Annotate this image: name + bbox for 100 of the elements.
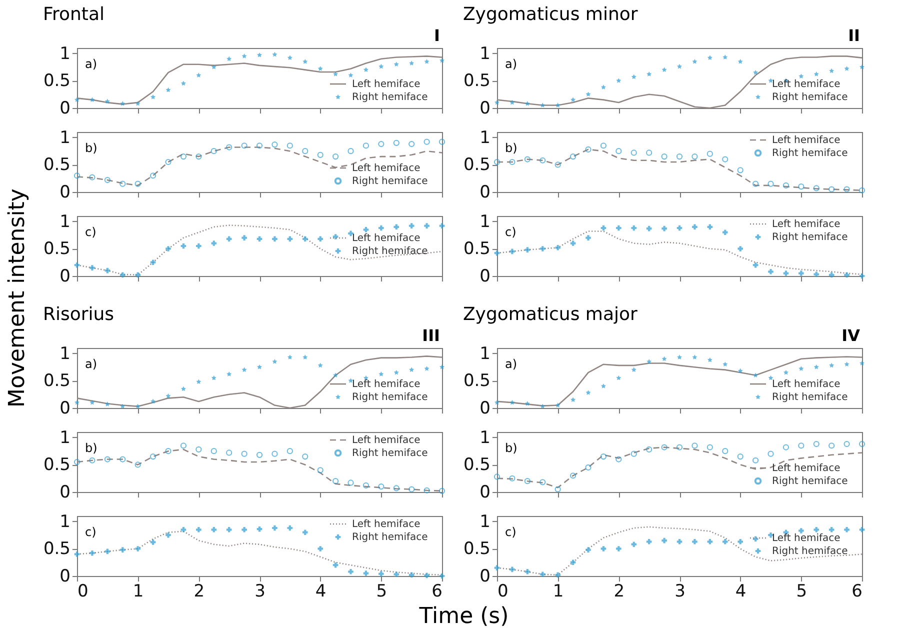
point <box>408 486 415 492</box>
point <box>616 225 622 231</box>
point <box>318 66 323 71</box>
point <box>150 94 156 100</box>
point <box>509 475 516 482</box>
annotation: b) <box>505 441 518 455</box>
y-tick-label: 0 <box>60 266 70 286</box>
point <box>646 150 652 156</box>
point <box>829 362 834 368</box>
point <box>287 55 292 60</box>
point <box>226 56 232 62</box>
chart-title: Zygomaticus minor <box>462 4 638 25</box>
point <box>150 398 156 404</box>
y-tick-label: 0.5 <box>43 371 70 392</box>
y-tick-label: 0 <box>60 398 70 418</box>
point <box>738 368 743 374</box>
point <box>616 456 622 462</box>
legend-label: Right hemiface <box>772 476 848 487</box>
point <box>646 358 652 364</box>
legend-label: Right hemiface <box>352 246 428 257</box>
point <box>555 102 560 108</box>
chart-title: Zygomaticus major <box>462 304 638 325</box>
point <box>424 223 430 228</box>
annotation: a) <box>505 57 518 71</box>
point <box>814 72 819 76</box>
point <box>768 450 774 457</box>
point <box>859 360 865 366</box>
x-tick-label: 4 <box>735 582 746 602</box>
point <box>332 154 339 160</box>
point <box>753 70 758 75</box>
point <box>256 142 263 149</box>
point <box>630 150 637 156</box>
annotation: c) <box>505 525 516 539</box>
legend-label: Left hemiface <box>772 379 840 390</box>
point <box>286 448 293 454</box>
point <box>439 58 445 63</box>
point <box>196 72 202 78</box>
point <box>524 247 530 252</box>
point <box>74 400 80 405</box>
point <box>798 366 804 371</box>
point <box>798 442 804 449</box>
y-tick-label: 1 <box>480 428 490 448</box>
legend-label: Right hemiface <box>352 176 428 187</box>
point <box>378 225 384 231</box>
y-tick-label: 0 <box>480 98 490 118</box>
legend-label: Left hemiface <box>352 379 420 390</box>
point <box>570 397 576 402</box>
point <box>646 72 652 76</box>
point <box>302 354 308 360</box>
point <box>286 142 293 149</box>
point <box>858 440 866 448</box>
y-tick-label: 0.5 <box>43 539 70 560</box>
x-tick-label: 2 <box>194 582 205 602</box>
point <box>439 364 445 370</box>
y-tick-label: 0 <box>480 482 490 502</box>
point <box>180 80 186 86</box>
point <box>616 375 622 380</box>
point <box>348 72 354 78</box>
point <box>738 58 743 64</box>
annotation: c) <box>505 225 516 239</box>
x-tick-label: 0 <box>78 582 88 602</box>
point <box>318 362 323 368</box>
point <box>782 444 790 450</box>
point <box>226 144 232 150</box>
point <box>540 479 546 486</box>
point <box>600 142 607 149</box>
point <box>196 446 202 452</box>
point <box>783 270 789 276</box>
point <box>394 224 400 230</box>
point <box>768 268 774 274</box>
point <box>302 236 308 242</box>
point <box>494 100 500 105</box>
legend-label: Right hemiface <box>772 148 848 159</box>
y-tick-label: 0 <box>480 398 490 418</box>
x-tick-label: 1 <box>552 582 564 602</box>
y-tick-label: 0 <box>60 482 70 502</box>
point <box>90 400 95 405</box>
point <box>362 142 370 149</box>
x-axis-title: Time (s) <box>418 604 509 629</box>
y-tick-label: 1 <box>480 44 490 64</box>
point <box>438 138 446 145</box>
point <box>844 362 850 367</box>
point <box>661 154 668 160</box>
point <box>333 72 338 76</box>
point <box>768 180 774 187</box>
legend-label: Right hemiface <box>772 232 848 243</box>
y-tick-label: 0.5 <box>463 371 490 392</box>
point <box>393 140 400 146</box>
point <box>844 440 850 448</box>
point <box>196 243 202 249</box>
point <box>272 450 278 457</box>
point <box>692 224 698 230</box>
point <box>585 146 592 152</box>
point <box>333 372 338 378</box>
x-tick-label: 0 <box>498 582 508 602</box>
point <box>858 187 866 194</box>
y-axis-title: Movement intensity <box>5 188 30 408</box>
point <box>676 64 682 69</box>
point <box>510 400 515 405</box>
y-tick-label: 0.5 <box>43 455 70 476</box>
